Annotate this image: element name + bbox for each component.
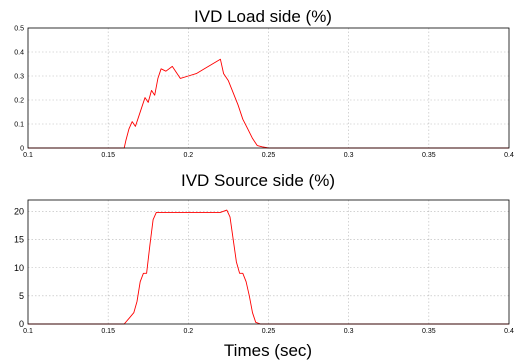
y-tick-label: 15	[14, 235, 24, 245]
x-tick-label: 0.4	[504, 328, 514, 335]
y-tick-label: 0.5	[14, 25, 24, 32]
y-tick-label: 0.1	[14, 121, 24, 128]
x-tick-label: 0.35	[422, 328, 436, 335]
source-side-plot-frame	[27, 199, 510, 325]
load-side-grid	[28, 28, 509, 148]
x-tick-label: 0.15	[101, 152, 115, 159]
load-side-series-line	[28, 58, 509, 149]
x-tick-label: 0.25	[262, 152, 276, 159]
x-tick-label: 0.25	[262, 328, 276, 335]
y-tick-label: 5	[19, 291, 24, 301]
y-tick-label: 0	[20, 145, 24, 152]
source-side-title: IVD Source side (%)	[181, 171, 335, 190]
load-side-x-tick-labels: 0.1 0.15 0.2 0.25 0.3 0.35 0.4	[23, 152, 514, 159]
x-tick-label: 0.2	[183, 328, 193, 335]
y-tick-label: 20	[14, 206, 24, 216]
source-side-x-axis-label: Times (sec)	[224, 341, 312, 360]
x-tick-label: 0.2	[183, 152, 193, 159]
load-side-plot-frame	[27, 27, 510, 149]
y-tick-label: 0.3	[14, 73, 24, 80]
y-tick-label: 0.4	[14, 49, 24, 56]
load-side-title: IVD Load side (%)	[194, 7, 332, 26]
source-side-y-tick-labels: 0 5 10 15 20	[14, 206, 24, 329]
y-tick-label: 0	[19, 319, 24, 329]
source-side-series-line	[28, 209, 509, 325]
y-tick-label: 0.2	[14, 97, 24, 104]
x-tick-label: 0.3	[344, 152, 354, 159]
source-side-grid	[28, 200, 509, 324]
x-tick-label: 0.3	[344, 328, 354, 335]
y-tick-label: 10	[14, 263, 24, 273]
x-tick-label: 0.4	[504, 152, 514, 159]
load-side-chart: IVD Load side (%) 00.10.20.30.40.5 0.1 0.…	[14, 7, 514, 159]
x-tick-label: 0.35	[422, 152, 436, 159]
x-tick-label: 0.15	[101, 328, 115, 335]
source-side-x-tick-labels: 0.1 0.15 0.2 0.25 0.3 0.35 0.4	[23, 328, 514, 335]
load-side-y-tick-labels: 0 0.1 0.2 0.3 0.4 0.5	[14, 25, 24, 152]
x-tick-label: 0.1	[23, 328, 33, 335]
x-tick-label: 0.1	[23, 152, 33, 159]
